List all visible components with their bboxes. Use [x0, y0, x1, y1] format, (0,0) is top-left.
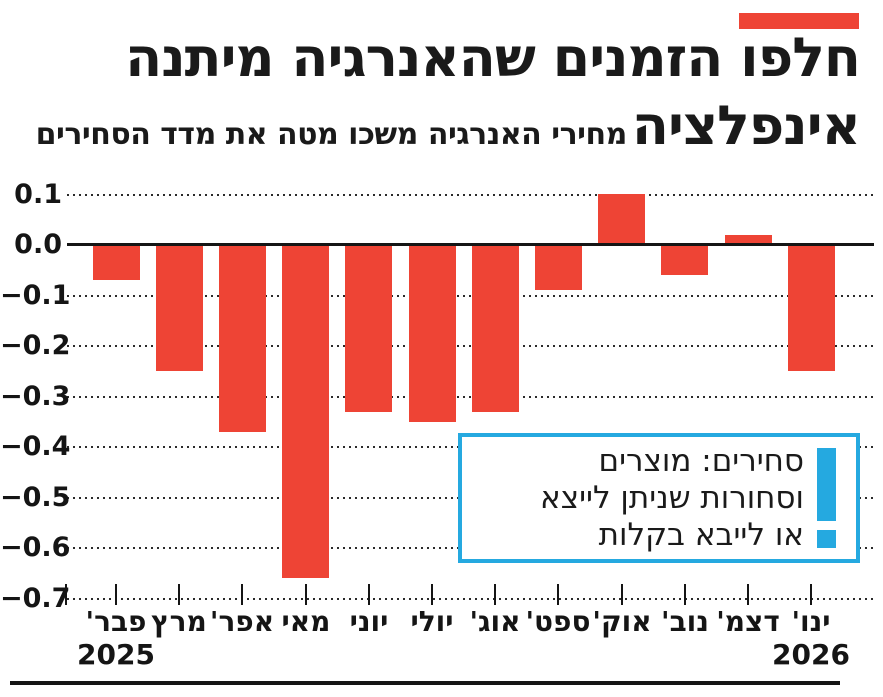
- bar-3: [282, 245, 329, 578]
- gridline-−0.2: [67, 345, 874, 347]
- x-tick-8: [621, 584, 623, 605]
- callout-text: סחירים: מוצרים וסחורות שניתן לייצא או לי…: [540, 443, 804, 554]
- gridline-−0.3: [67, 396, 874, 398]
- bar-7: [535, 245, 582, 290]
- bar-6: [472, 245, 519, 412]
- x-axis-edge-tick: [65, 584, 67, 605]
- bar-5: [409, 245, 456, 422]
- x-axis-label-2: אפר': [209, 605, 275, 638]
- x-axis-label-9: נוב': [661, 605, 709, 638]
- x-axis-label-5: יולי: [410, 605, 454, 638]
- y-axis-label-−0.7: −0.7: [0, 583, 71, 614]
- bottom-rule: [10, 681, 840, 685]
- exclamation-bar: [817, 448, 836, 521]
- bar-11: [788, 245, 835, 371]
- title-block: חלפו הזמנים שהאנרגיה מיתנה אינפלציה מחיר…: [35, 26, 861, 158]
- year-label-2025: 2025: [77, 638, 155, 671]
- y-axis-label-−0.6: −0.6: [0, 532, 71, 563]
- x-axis-label-0: פבר': [85, 605, 147, 638]
- bar-8: [598, 194, 645, 245]
- zero-axis-line: [67, 243, 874, 246]
- x-axis-label-10: דצמ': [716, 605, 780, 638]
- y-axis-label-−0.4: −0.4: [0, 431, 71, 462]
- bar-9: [661, 245, 708, 275]
- gridline-−0.7: [67, 598, 874, 600]
- x-axis-label-6: אוג': [469, 605, 521, 638]
- exclamation-dot: [817, 530, 836, 548]
- bar-10: [725, 235, 772, 245]
- gridline-0.1: [67, 194, 874, 196]
- x-tick-10: [747, 584, 749, 605]
- chart-subtitle: מחירי האנרגיה משכו מטה את מדד הסחירים: [35, 117, 628, 152]
- x-axis-label-3: מאי: [281, 605, 331, 638]
- callout-line-1: סחירים: מוצרים: [598, 443, 805, 479]
- y-axis-label-−0.3: −0.3: [0, 381, 71, 412]
- y-axis-label-0.0: 0.0: [14, 229, 62, 260]
- x-axis-label-8: אוק': [592, 605, 652, 638]
- x-tick-2: [241, 584, 243, 605]
- x-tick-3: [305, 584, 307, 605]
- x-axis-label-4: יוני: [349, 605, 389, 638]
- x-tick-5: [431, 584, 433, 605]
- bar-0: [93, 245, 140, 280]
- headline-line2-row: אינפלציה מחירי האנרגיה משכו מטה את מדד ה…: [35, 94, 861, 157]
- exclamation-icon: [817, 448, 836, 548]
- year-label-2026: 2026: [772, 638, 850, 671]
- definition-callout: סחירים: מוצרים וסחורות שניתן לייצא או לי…: [458, 433, 860, 563]
- bar-1: [156, 245, 203, 371]
- gridline-−0.1: [67, 295, 874, 297]
- headline-line2: אינפלציה: [631, 94, 861, 157]
- x-tick-1: [178, 584, 180, 605]
- brand-accent-bar: [739, 13, 859, 29]
- x-axis-label-1: מרץ: [151, 605, 207, 638]
- x-axis-label-11: ינו': [791, 605, 831, 638]
- x-tick-0: [115, 584, 117, 605]
- y-axis-label-−0.5: −0.5: [0, 482, 71, 513]
- bar-4: [345, 245, 392, 412]
- y-axis-label-−0.1: −0.1: [0, 280, 71, 311]
- x-tick-9: [684, 584, 686, 605]
- x-axis-label-7: ספט': [525, 605, 591, 638]
- x-tick-4: [368, 584, 370, 605]
- callout-line-2: וסחורות שניתן לייצא: [539, 480, 804, 516]
- y-axis-label-−0.2: −0.2: [0, 330, 71, 361]
- x-tick-7: [557, 584, 559, 605]
- headline-line1: חלפו הזמנים שהאנרגיה מיתנה: [125, 26, 861, 89]
- callout-line-3: או לייבא בקלות: [598, 517, 804, 553]
- bar-2: [219, 245, 266, 432]
- x-tick-11: [810, 584, 812, 605]
- y-axis-label-0.1: 0.1: [14, 179, 62, 210]
- x-tick-6: [494, 584, 496, 605]
